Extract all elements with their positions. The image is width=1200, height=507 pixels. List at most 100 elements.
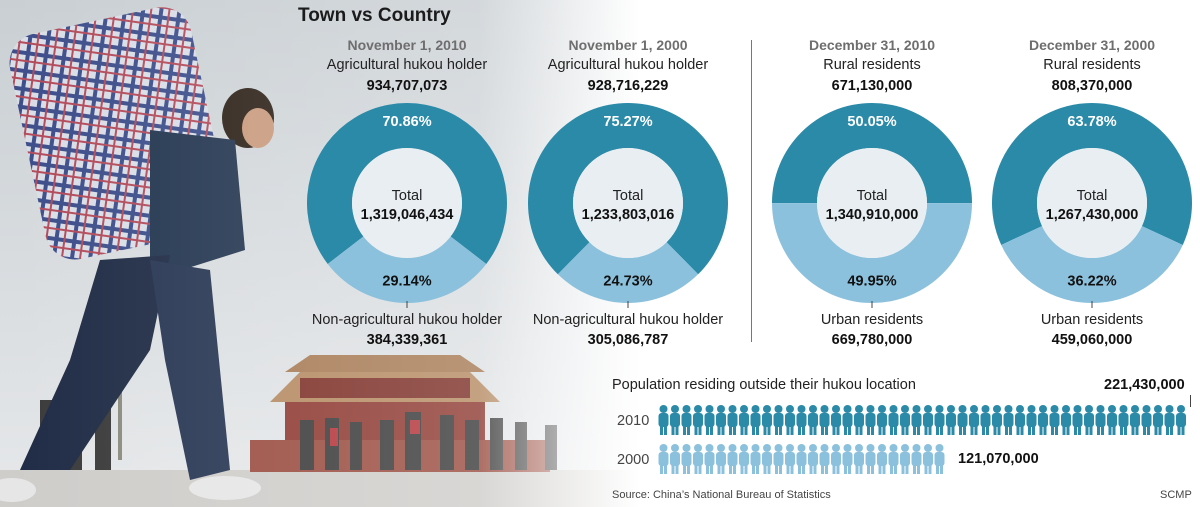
person-icon (854, 405, 864, 435)
person-icon (831, 405, 841, 435)
donut-bottom-pct-label: 36.22% (1067, 274, 1116, 290)
person-icon (693, 444, 703, 474)
person-icon (877, 405, 887, 435)
donut-hole (352, 148, 462, 258)
infographic-title: Town vs Country (298, 5, 451, 26)
donut-total-value: 1,340,910,000 (826, 207, 919, 223)
bottom-category-label: Non-agricultural hukou holder (532, 312, 724, 328)
value-tick (1190, 395, 1191, 407)
donut-segment-bottom (772, 203, 972, 303)
donut-segment-top (772, 102, 972, 204)
source-note: Source: China’s National Bureau of Stati… (612, 489, 831, 501)
person-icon (992, 405, 1002, 435)
person-icon (877, 444, 887, 474)
person-icon (831, 444, 841, 474)
person-icon (1164, 405, 1175, 435)
person-icon (1095, 405, 1106, 435)
donut-chart: 63.78% 36.22% Total 1,267,430,000 (992, 102, 1192, 308)
panel-date: November 1, 2010 (347, 37, 467, 53)
donut-top-pct-label: 75.27% (603, 114, 652, 130)
person-icon (1003, 405, 1014, 435)
bottom-category-label: Non-agricultural hukou holder (311, 312, 503, 328)
bottom-category-value: 305,086,787 (587, 332, 669, 348)
person-icon (1072, 405, 1083, 435)
donut-segment-top (307, 102, 507, 264)
donut-chart: 70.86% 29.14% Total 1,319,046,434 (307, 102, 507, 308)
top-category-label: Rural residents (823, 57, 921, 73)
year-label-2000: 2000 (617, 452, 650, 468)
person-icon (854, 444, 864, 474)
top-category-label: Agricultural hukou holder (547, 57, 709, 73)
person-icon (739, 444, 749, 474)
donut-total-label: Total (857, 188, 888, 204)
person-icon (808, 405, 818, 435)
person-icon (1026, 405, 1037, 435)
migration-2000-value: 121,070,000 (958, 451, 1039, 467)
donut-segment-bottom (1001, 226, 1183, 303)
person-icon (716, 405, 726, 435)
donut-segment-top (528, 103, 728, 275)
donut-panel-2010-residence: December 31, 2010 Rural residents 671,13… (757, 36, 987, 350)
top-category-label: Agricultural hukou holder (326, 57, 488, 73)
person-icon (888, 405, 899, 435)
person-icon (934, 444, 945, 474)
top-category-value: 928,716,229 (587, 78, 669, 94)
section-divider (751, 40, 752, 342)
person-icon (693, 405, 703, 435)
person-icon (1118, 405, 1129, 435)
person-icon (1153, 405, 1163, 435)
donut-segment-bottom (327, 236, 487, 303)
person-icon (957, 405, 968, 435)
person-icon (670, 444, 680, 474)
donut-bottom-pct-label: 24.73% (603, 274, 652, 290)
migration-2010-value: 221,430,000 (1104, 377, 1185, 393)
bottom-category-value: 384,339,361 (366, 332, 448, 348)
donut-total-value: 1,267,430,000 (1046, 207, 1139, 223)
person-icon (1141, 405, 1152, 435)
person-icon (865, 405, 876, 435)
donut-hole (573, 148, 683, 258)
migrant-worker-photo (0, 0, 640, 507)
person-icon (670, 405, 680, 435)
person-icon (819, 405, 830, 435)
person-icon (934, 405, 945, 435)
person-icon (750, 444, 761, 474)
person-icon (716, 444, 726, 474)
person-icon (1084, 405, 1094, 435)
person-icon (1061, 405, 1071, 435)
panel-date: November 1, 2000 (568, 37, 688, 53)
donut-total-label: Total (613, 188, 644, 204)
person-icon (819, 444, 830, 474)
top-category-value: 808,370,000 (1051, 78, 1133, 94)
donut-bottom-pct-label: 29.14% (382, 274, 431, 290)
person-icon (762, 444, 772, 474)
donut-total-value: 1,233,803,016 (582, 207, 675, 223)
donut-panel-2000-residence: December 31, 2000 Rural residents 808,37… (977, 36, 1200, 350)
donut-hole (817, 148, 927, 258)
person-icon (658, 405, 669, 435)
person-icon (773, 405, 784, 435)
donut-total-value: 1,319,046,434 (361, 207, 454, 223)
person-icon (946, 405, 956, 435)
donut-segment-top (992, 102, 1192, 245)
bottom-category-label: Urban residents (1040, 312, 1144, 328)
bottom-category-label: Urban residents (820, 312, 924, 328)
donut-bottom-pct-label: 49.95% (847, 274, 896, 290)
person-icon (969, 405, 979, 435)
year-label-2010: 2010 (617, 413, 650, 429)
donut-top-pct-label: 50.05% (847, 114, 896, 130)
person-icon (785, 405, 795, 435)
person-icon (923, 444, 933, 474)
person-icon (1107, 405, 1117, 435)
person-icon (681, 444, 692, 474)
person-icon (911, 444, 922, 474)
person-icon (762, 405, 772, 435)
credit: SCMP (1160, 489, 1192, 501)
person-icon (785, 444, 795, 474)
donut-top-pct-label: 63.78% (1067, 114, 1116, 130)
person-icon (911, 405, 922, 435)
person-icon (727, 405, 738, 435)
person-icon (808, 444, 818, 474)
top-category-value: 934,707,073 (366, 78, 448, 94)
people-bar-2010 (658, 405, 1186, 435)
